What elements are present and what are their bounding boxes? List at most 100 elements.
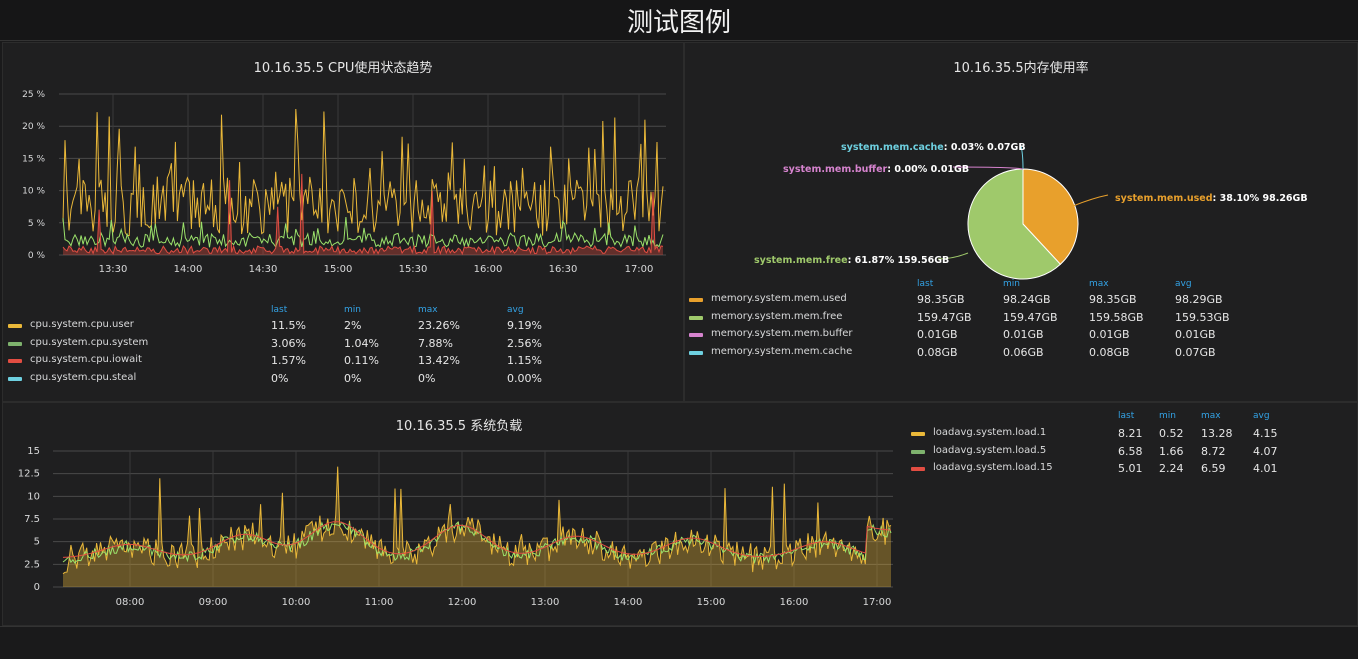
pie-slice-free[interactable] <box>967 168 1062 280</box>
legend-value-min: 2.24 <box>1159 462 1184 475</box>
legend-item[interactable]: cpu.system.cpu.user 11.5% 2% 23.26% 9.19% <box>8 319 668 335</box>
cpu-panel[interactable]: 10.16.35.5 CPU使用状态趋势 0 % 5 % 10 % 15 % 20 % 2… <box>2 42 684 402</box>
legend-value-min: 2% <box>344 319 362 332</box>
legend-series-name[interactable]: loadavg.system.load.5 <box>933 444 1047 456</box>
legend-series-name[interactable]: loadavg.system.load.15 <box>933 462 1053 473</box>
legend-header-min[interactable]: min <box>1003 279 1020 289</box>
load1-line[interactable] <box>62 466 892 575</box>
cpu-iowait-line[interactable] <box>62 173 664 256</box>
legend-series-name[interactable]: cpu.system.cpu.user <box>30 319 134 330</box>
legend-swatch <box>8 324 22 328</box>
dashboard-title: 测试图例 <box>626 8 731 38</box>
legend-swatch <box>689 315 703 320</box>
legend-header-last[interactable]: last <box>271 305 288 315</box>
legend-swatch <box>8 341 22 346</box>
legend-value-avg: 98.29GB <box>1175 293 1223 306</box>
x-tick-label: 14:00 <box>614 597 643 608</box>
load-chart[interactable]: 0 2.5 5 7.5 10 12.5 15 08:00 09:00 10:00 11:00 12:0… <box>3 443 903 659</box>
load1-area <box>63 466 891 587</box>
legend-value-avg: 4.01 <box>1253 462 1278 475</box>
legend-value-max: 7.88% <box>418 336 453 350</box>
memory-panel[interactable]: 10.16.35.5内存使用率 system.mem.cache: 0.03% … <box>684 42 1358 402</box>
x-tick-label: 17:00 <box>863 597 892 608</box>
legend-item[interactable]: loadavg.system.load.1 8.21 0.52 13.28 4.15 <box>911 427 1351 443</box>
legend-series-name[interactable]: memory.system.mem.buffer <box>711 328 853 339</box>
pie-label-value: : 0.03% 0.07GB <box>944 142 1026 153</box>
legend-value-avg: 2.56% <box>507 336 542 350</box>
legend-series-name[interactable]: loadavg.system.load.1 <box>933 427 1047 438</box>
legend-value-max: 0.08GB <box>1089 345 1130 359</box>
legend-item[interactable]: memory.system.mem.buffer 0.01GB 0.01GB 0.01… <box>689 328 1349 344</box>
pie-label: system.mem.buffer: 0.00% 0.01GB <box>783 164 969 175</box>
legend-value-last: 98.35GB <box>917 293 965 306</box>
load-legend: last min max avg loadavg.system.load.1 8.21 0.… <box>911 411 1351 491</box>
x-tick-label: 15:00 <box>324 264 353 275</box>
x-tick-label: 10:00 <box>282 597 311 608</box>
legend-header-last[interactable]: last <box>1118 411 1135 421</box>
pie-slice-used[interactable] <box>1022 168 1079 266</box>
legend-item[interactable]: loadavg.system.load.5 6.58 1.66 8.72 4.07 <box>911 445 1351 461</box>
legend-header-last[interactable]: last <box>917 279 934 289</box>
legend-header-min[interactable]: min <box>1159 411 1176 421</box>
legend-value-min: 0.52 <box>1159 427 1184 440</box>
pie-label: system.mem.cache: 0.03% 0.07GB <box>841 142 1026 153</box>
legend-series-name[interactable]: memory.system.mem.free <box>711 310 843 322</box>
legend-series-name[interactable]: memory.system.mem.cache <box>711 345 853 357</box>
pie-label-name: system.mem.used <box>1115 193 1213 204</box>
legend-value-max: 13.42% <box>418 354 460 367</box>
legend-value-last: 6.58 <box>1118 444 1143 458</box>
x-tick-label: 16:30 <box>549 264 578 275</box>
load-panel-title: 10.16.35.5 系统负载 <box>395 419 523 434</box>
y-tick-label: 15 % <box>22 154 45 164</box>
legend-item[interactable]: cpu.system.cpu.system 3.06% 1.04% 7.88% 2.56… <box>8 337 668 353</box>
legend-header-min[interactable]: min <box>344 305 361 315</box>
cpu-user-line[interactable] <box>62 108 664 237</box>
legend-item[interactable]: memory.system.mem.cache 0.08GB 0.06GB 0.08G… <box>689 346 1349 362</box>
legend-value-max: 98.35GB <box>1089 293 1137 306</box>
legend-header-max[interactable]: max <box>1201 411 1221 421</box>
y-tick-label: 0 % <box>28 251 46 261</box>
legend-item[interactable]: loadavg.system.load.15 5.01 2.24 6.59 4.01 <box>911 462 1351 478</box>
legend-value-last: 3.06% <box>271 336 306 350</box>
legend-series-name[interactable]: cpu.system.cpu.system <box>30 336 149 348</box>
legend-header-max[interactable]: max <box>418 305 438 315</box>
legend-item[interactable]: memory.system.mem.free 159.47GB 159.47GB 15… <box>689 311 1349 327</box>
legend-header-avg[interactable]: avg <box>1253 411 1270 421</box>
memory-pie-chart[interactable]: system.mem.cache: 0.03% 0.07GBsystem.mem… <box>685 83 1357 308</box>
y-tick-label: 25 % <box>22 90 45 100</box>
pie-label-value: : 38.10% 98.26GB <box>1213 193 1308 204</box>
next-row-strip <box>0 626 1358 651</box>
legend-item[interactable]: cpu.system.cpu.iowait 1.57% 0.11% 13.42% 1.1… <box>8 354 668 370</box>
load-panel[interactable]: 10.16.35.5 系统负载 0 2.5 5 7.5 10 12.5 15 08:00 09:… <box>2 402 1358 626</box>
legend-item[interactable]: memory.system.mem.used 98.35GB 98.24GB 98.3… <box>689 293 1349 309</box>
legend-series-name[interactable]: memory.system.mem.used <box>711 293 847 304</box>
legend-swatch <box>8 359 22 363</box>
pie-label-name: system.mem.cache <box>841 142 944 153</box>
legend-value-min: 0.06GB <box>1003 345 1044 359</box>
pie-label-name: system.mem.buffer <box>783 164 888 175</box>
legend-value-avg: 1.15% <box>507 354 542 367</box>
legend-item[interactable]: cpu.system.cpu.steal 0% 0% 0% 0.00% <box>8 372 668 388</box>
legend-swatch <box>911 432 925 436</box>
y-tick-label: 10 <box>27 491 40 502</box>
pie-label-value: : 61.87% 159.56GB <box>848 255 950 266</box>
legend-value-avg: 0.01GB <box>1175 328 1216 341</box>
legend-header-avg[interactable]: avg <box>507 305 524 315</box>
memory-legend: last min max avg memory.system.mem.used 98.35… <box>689 279 1349 369</box>
cpu-chart[interactable]: 0 % 5 % 10 % 15 % 20 % 25 % 13:30 14:00 14:30 15:… <box>3 83 683 333</box>
x-tick-label: 08:00 <box>116 597 145 608</box>
legend-value-min: 159.47GB <box>1003 310 1058 324</box>
cpu-system-line[interactable] <box>62 217 664 249</box>
x-tick-label: 12:00 <box>448 597 477 608</box>
legend-value-min: 1.04% <box>344 336 379 350</box>
legend-header-max[interactable]: max <box>1089 279 1109 289</box>
load15-line[interactable] <box>62 521 892 558</box>
legend-value-max: 8.72 <box>1201 444 1226 458</box>
legend-value-avg: 159.53GB <box>1175 310 1230 324</box>
legend-value-max: 0% <box>418 371 436 385</box>
legend-header-avg[interactable]: avg <box>1175 279 1192 289</box>
y-tick-label: 5 <box>34 537 40 548</box>
leader-used <box>1072 194 1109 207</box>
legend-series-name[interactable]: cpu.system.cpu.steal <box>30 371 137 383</box>
legend-series-name[interactable]: cpu.system.cpu.iowait <box>30 354 142 365</box>
